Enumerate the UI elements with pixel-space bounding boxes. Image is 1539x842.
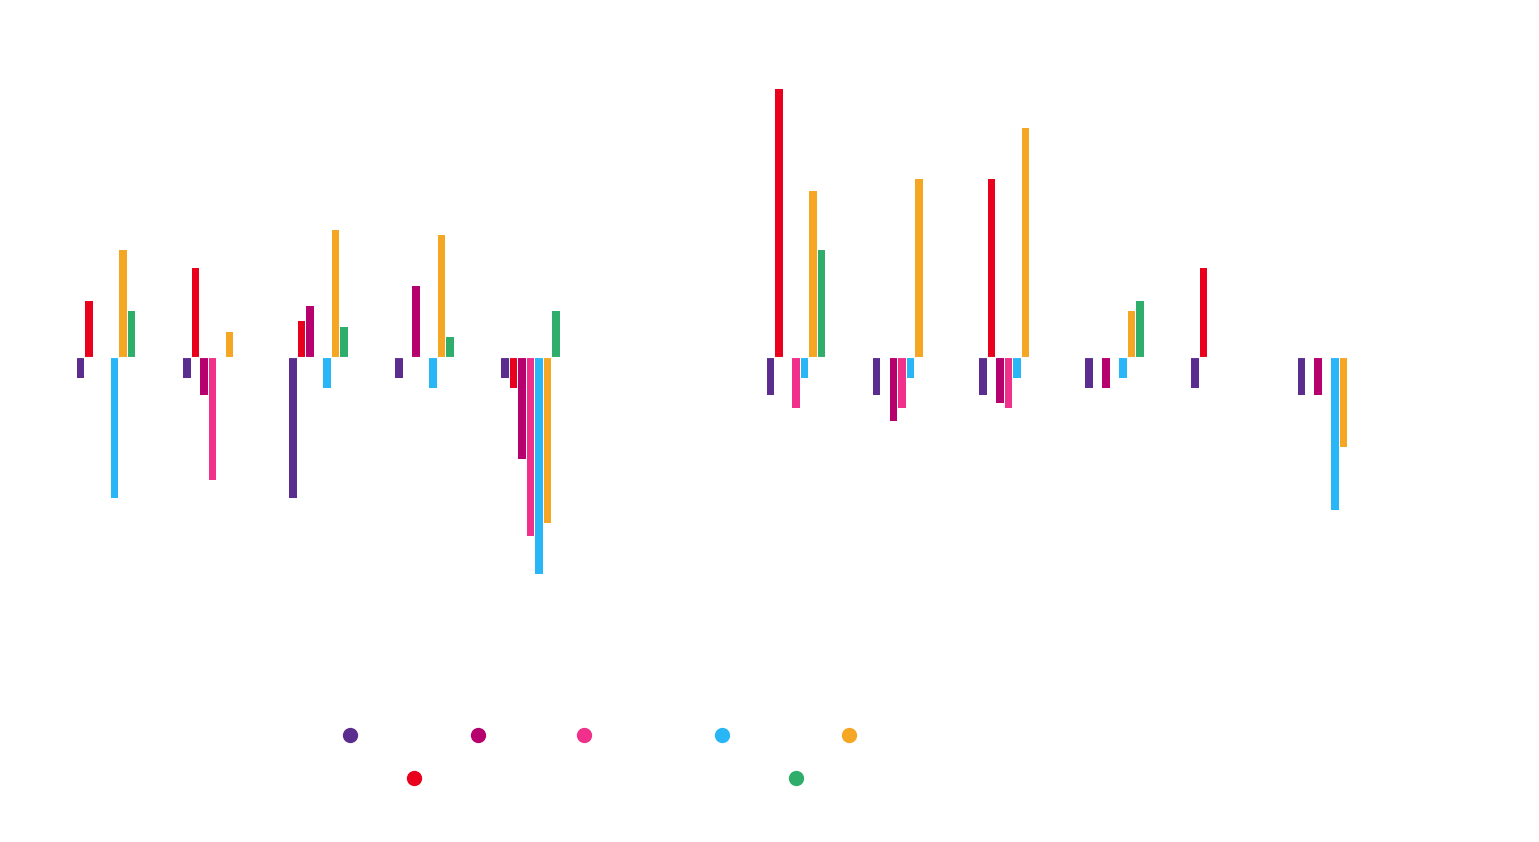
Bar: [776, 89, 783, 357]
Bar: [77, 357, 85, 377]
Bar: [1013, 357, 1020, 377]
Bar: [226, 332, 232, 357]
Bar: [191, 268, 199, 357]
Bar: [396, 357, 403, 377]
Bar: [1200, 268, 1207, 357]
Bar: [543, 357, 551, 523]
Bar: [412, 285, 420, 357]
Bar: [183, 357, 191, 377]
Bar: [899, 357, 906, 408]
Bar: [200, 357, 208, 396]
Bar: [1314, 357, 1322, 396]
Bar: [209, 357, 215, 480]
Bar: [323, 357, 331, 388]
Bar: [1136, 301, 1143, 357]
Bar: [446, 337, 454, 357]
Bar: [111, 357, 119, 498]
Bar: [553, 312, 560, 357]
Bar: [429, 357, 437, 388]
Bar: [1331, 357, 1339, 510]
Bar: [1102, 357, 1110, 388]
Bar: [1191, 357, 1199, 388]
Bar: [766, 357, 774, 396]
Bar: [297, 322, 305, 357]
Bar: [793, 357, 800, 408]
Bar: [1022, 128, 1030, 357]
Bar: [916, 179, 923, 357]
Bar: [340, 327, 348, 357]
Bar: [86, 301, 92, 357]
Bar: [1119, 357, 1127, 377]
Bar: [536, 357, 543, 574]
Bar: [1005, 357, 1013, 408]
Bar: [906, 357, 914, 377]
Bar: [873, 357, 880, 396]
Bar: [526, 357, 534, 536]
Bar: [289, 357, 297, 498]
Bar: [1297, 357, 1305, 396]
Bar: [988, 179, 996, 357]
Bar: [1340, 357, 1348, 446]
Bar: [996, 357, 1003, 403]
Bar: [890, 357, 897, 421]
Bar: [332, 230, 339, 357]
Bar: [800, 357, 808, 377]
Bar: [519, 357, 526, 459]
Bar: [1085, 357, 1093, 388]
Bar: [502, 357, 509, 377]
Bar: [306, 306, 314, 357]
Bar: [979, 357, 986, 396]
Bar: [120, 250, 126, 357]
Bar: [128, 312, 135, 357]
Bar: [810, 191, 817, 357]
Bar: [509, 357, 517, 388]
Bar: [437, 235, 445, 357]
Bar: [1128, 312, 1136, 357]
Bar: [817, 250, 825, 357]
